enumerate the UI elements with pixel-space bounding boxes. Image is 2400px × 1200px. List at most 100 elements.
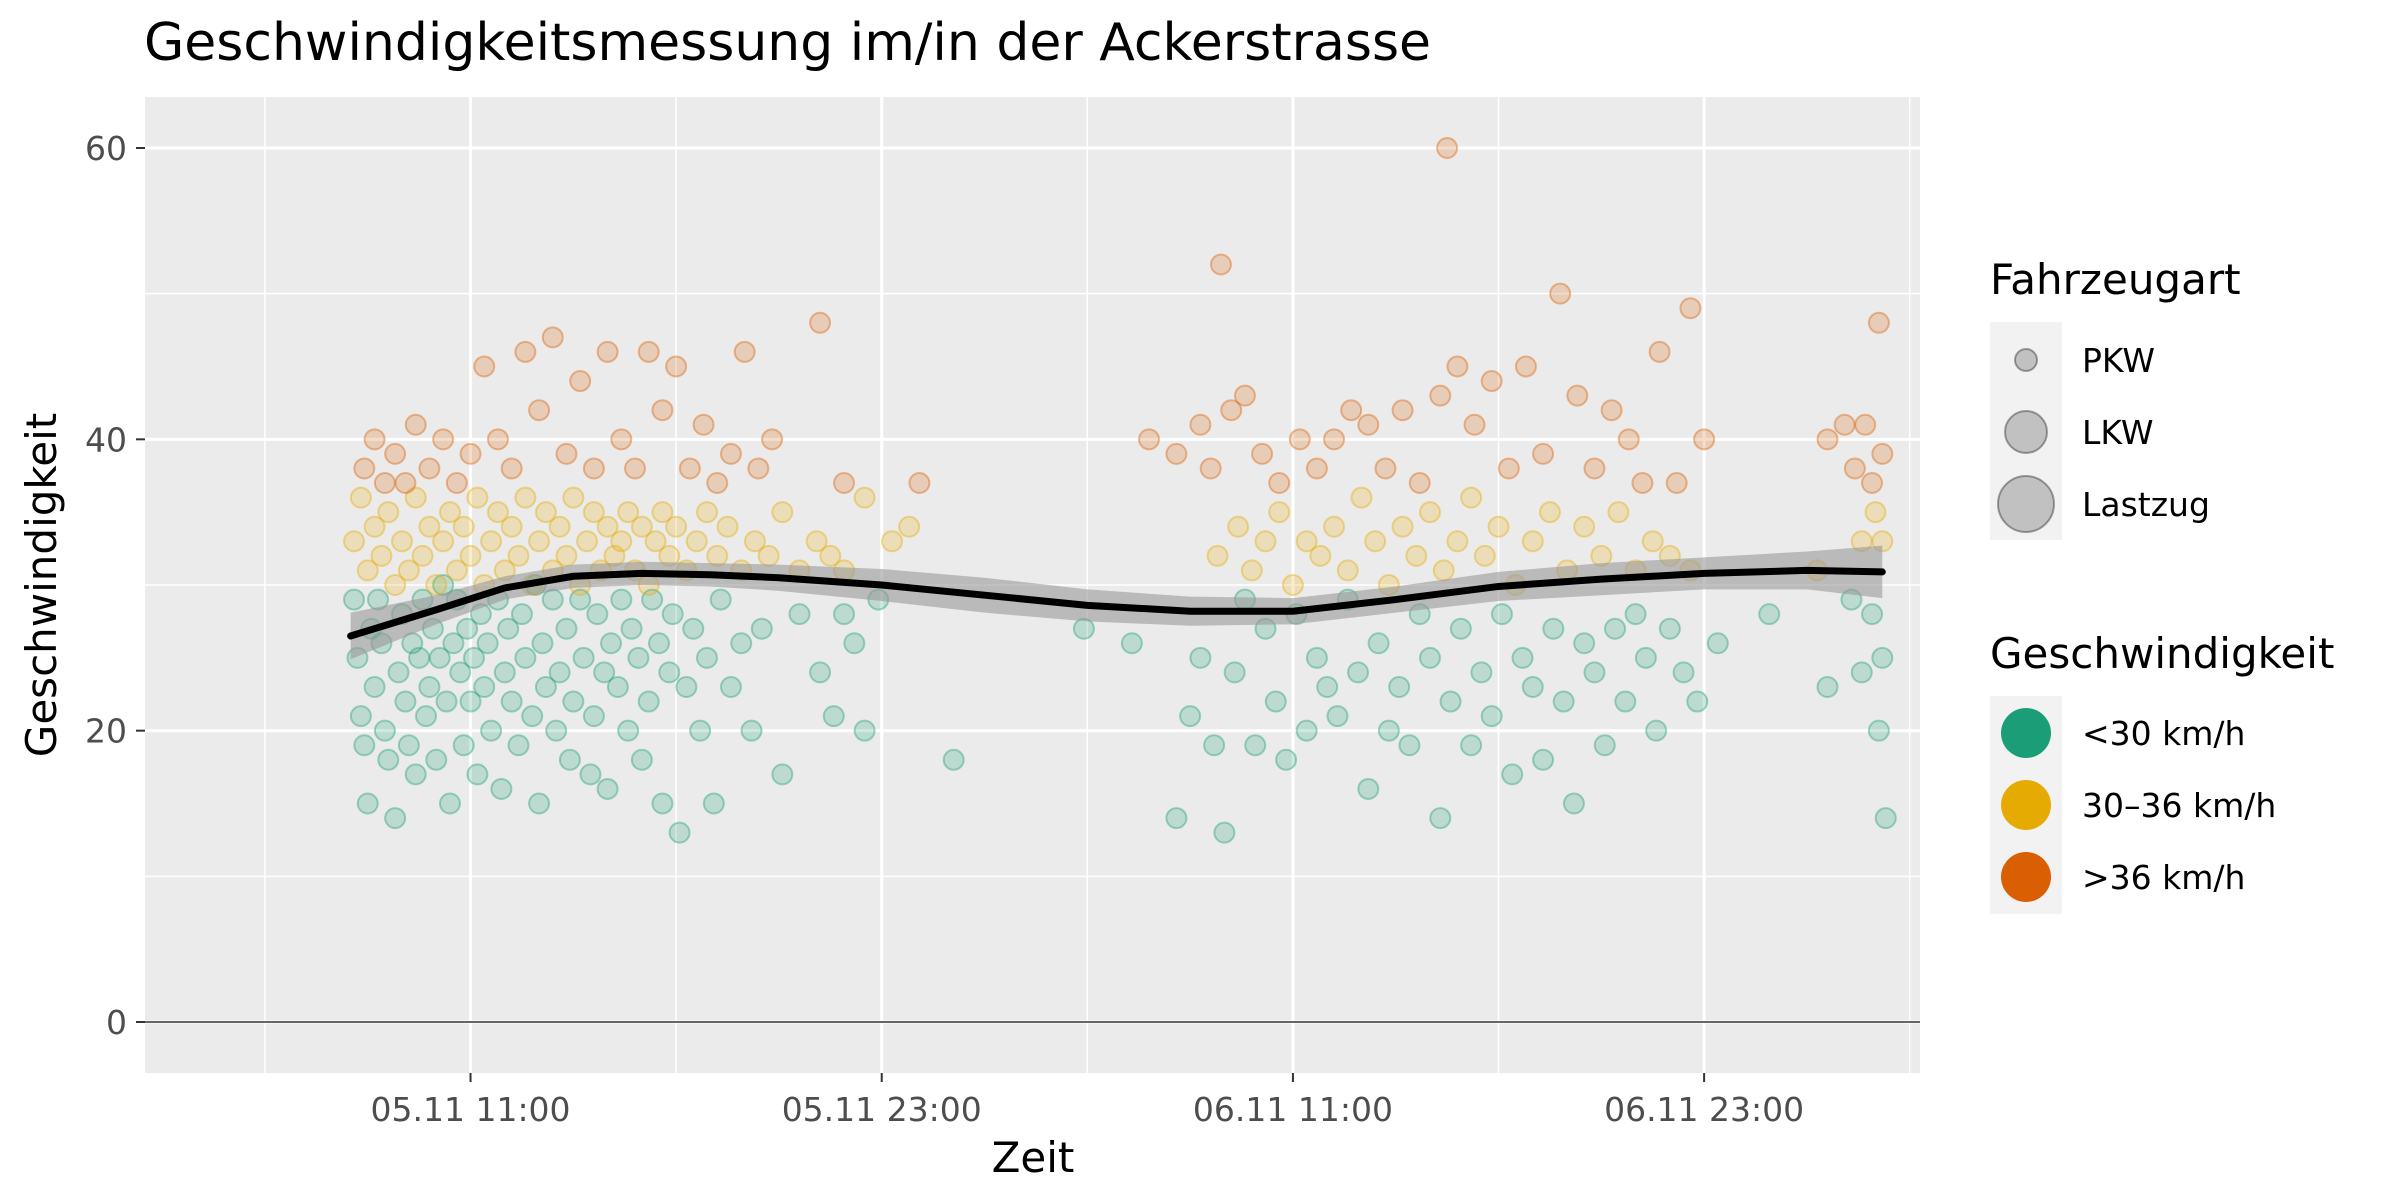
data-point (606, 675, 629, 698)
data-point (596, 777, 619, 800)
data-point (730, 632, 753, 655)
data-point (353, 734, 376, 757)
data-point (1631, 472, 1654, 495)
data-point (719, 675, 742, 698)
data-point (1624, 603, 1647, 626)
data-point (384, 574, 407, 596)
data-point (665, 355, 688, 378)
data-point (363, 428, 386, 451)
data-point (1600, 399, 1623, 422)
data-point (1326, 705, 1349, 728)
data-point (1549, 282, 1572, 305)
trend-line (347, 566, 1886, 640)
data-point (534, 675, 557, 698)
data-point (586, 603, 609, 626)
data-point (1473, 544, 1496, 567)
data-point (418, 675, 441, 698)
x-tick-label: 06.11 11:00 (1193, 1090, 1393, 1129)
data-point (1480, 705, 1503, 728)
data-point (1309, 544, 1332, 567)
data-point (1432, 559, 1455, 582)
data-point (747, 457, 770, 480)
data-point (833, 603, 856, 626)
data-point (435, 690, 458, 713)
data-point (1398, 734, 1421, 757)
data-point (1179, 705, 1202, 728)
data-point (445, 472, 468, 495)
y-tick-label: 60 (85, 129, 127, 168)
data-point (1340, 399, 1363, 422)
data-point (1350, 486, 1373, 509)
data-point (1854, 413, 1877, 436)
data-point (740, 719, 763, 742)
legend-size-key (1997, 475, 2055, 533)
data-point (695, 646, 718, 669)
data-point (548, 515, 571, 538)
data-point (1521, 530, 1544, 553)
data-point (507, 544, 530, 567)
data-point (617, 501, 640, 524)
data-point (1405, 544, 1428, 567)
data-point (452, 734, 475, 757)
data-point (349, 486, 372, 509)
y-tick-label: 0 (106, 1003, 127, 1042)
data-point (411, 544, 434, 567)
data-point (473, 675, 496, 698)
legend-color-key (2001, 708, 2051, 758)
data-point (1874, 807, 1897, 830)
data-point (452, 515, 475, 538)
data-point (1538, 501, 1561, 524)
data-point (689, 719, 712, 742)
data-point (1388, 675, 1411, 698)
data-point (1679, 297, 1702, 320)
data-point (579, 763, 602, 786)
data-point (480, 530, 503, 553)
data-point (1816, 428, 1839, 451)
legend-title: Geschwindigkeit (1990, 629, 2334, 678)
data-point (1617, 428, 1640, 451)
legend-label: <30 km/h (2082, 714, 2245, 753)
data-point (706, 544, 729, 567)
data-point (1614, 690, 1637, 713)
data-point (822, 705, 845, 728)
data-point (1449, 617, 1472, 640)
legend-color-key (2001, 780, 2051, 830)
data-point (1867, 719, 1890, 742)
data-point (1843, 457, 1866, 480)
data-point (394, 472, 417, 495)
data-point (541, 326, 564, 349)
data-point (771, 501, 794, 524)
data-point (750, 617, 773, 640)
x-tick-label: 05.11 11:00 (370, 1090, 570, 1129)
data-point (709, 588, 732, 611)
data-point (404, 763, 427, 786)
data-point (1165, 442, 1188, 465)
data-point (1658, 617, 1681, 640)
data-point (644, 530, 667, 553)
data-point (377, 748, 400, 771)
data-point (1446, 530, 1469, 553)
data-point (661, 603, 684, 626)
legend-size-key (2004, 410, 2048, 454)
data-point (414, 705, 437, 728)
data-point (1758, 603, 1781, 626)
data-point (682, 617, 705, 640)
legend-label: >36 km/h (2082, 858, 2245, 897)
data-point (1429, 384, 1452, 407)
legend-label: Lastzug (2082, 485, 2210, 524)
data-point (1268, 501, 1291, 524)
data-point (1281, 574, 1304, 596)
data-point (377, 501, 400, 524)
y-tick-label: 40 (85, 420, 127, 459)
data-point (1429, 807, 1452, 830)
data-point (1213, 821, 1236, 844)
data-point (1871, 442, 1894, 465)
data-point (1251, 442, 1274, 465)
data-point (397, 559, 420, 582)
x-tick-label: 05.11 23:00 (782, 1090, 982, 1129)
data-point (1120, 632, 1143, 655)
data-point (528, 399, 551, 422)
data-point (1604, 617, 1627, 640)
data-point (363, 675, 386, 698)
data-point (617, 719, 640, 742)
